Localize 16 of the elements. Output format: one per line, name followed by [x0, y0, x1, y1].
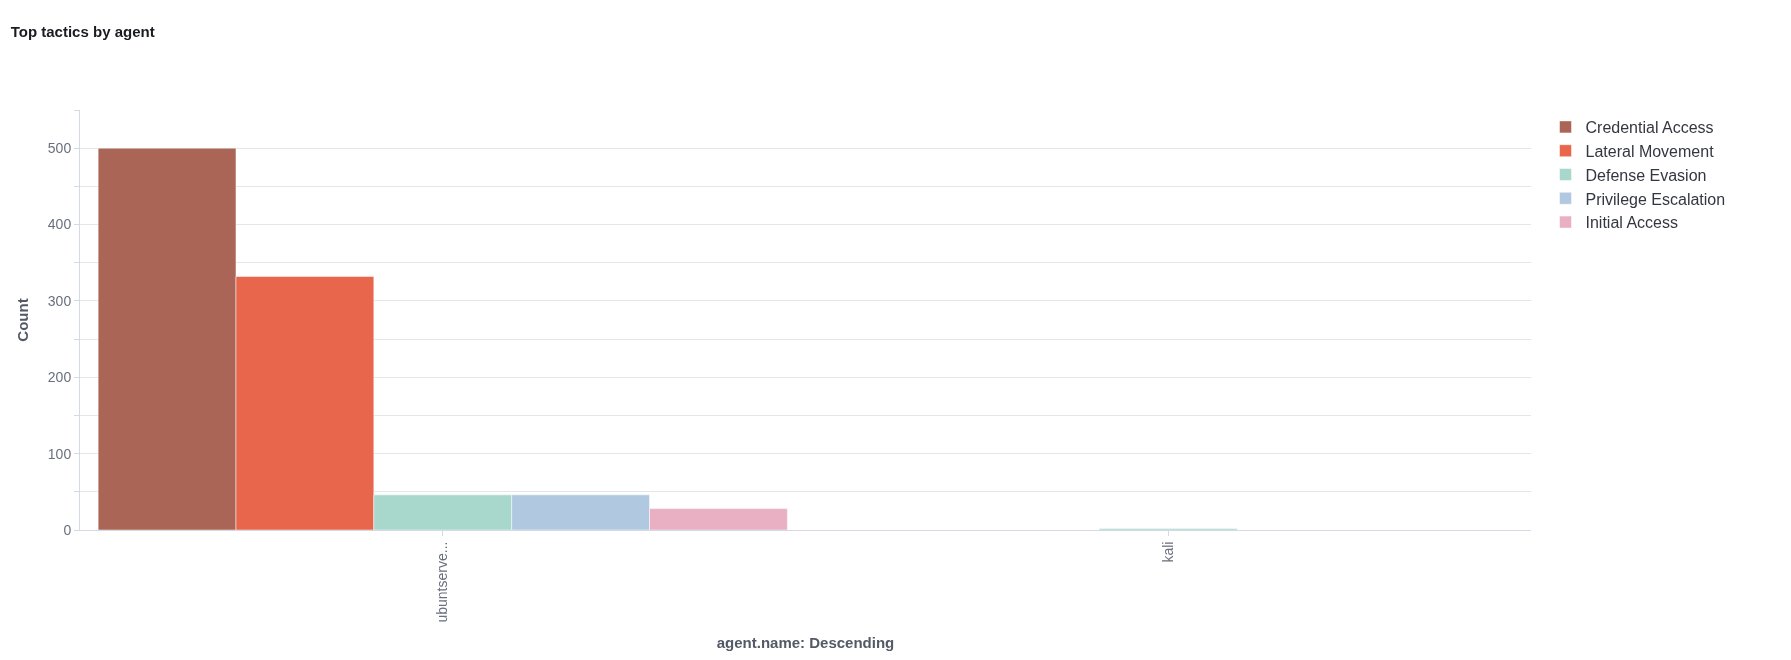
x-tick-label: ubuntserve... — [434, 541, 451, 623]
x-tick-label: kali — [1159, 541, 1176, 563]
y-tick-label: 100 — [47, 445, 72, 462]
y-tick-label: 500 — [47, 140, 72, 157]
legend-label: Credential Access — [1585, 119, 1714, 137]
y-axis-title: Count — [14, 298, 32, 342]
legend-label: Lateral Movement — [1585, 142, 1715, 160]
legend-label: Defense Evasion — [1585, 166, 1707, 184]
x-axis-title: agent.name: Descending — [716, 633, 895, 651]
y-tick-label: 300 — [47, 292, 72, 309]
legend-label: Privilege Escalation — [1585, 190, 1726, 208]
y-tick-label: 200 — [47, 369, 72, 386]
chart-title: Top tactics by agent — [10, 22, 155, 40]
legend-label: Initial Access — [1585, 214, 1678, 232]
y-tick-label: 0 — [63, 521, 72, 538]
y-tick-label: 400 — [47, 216, 72, 233]
